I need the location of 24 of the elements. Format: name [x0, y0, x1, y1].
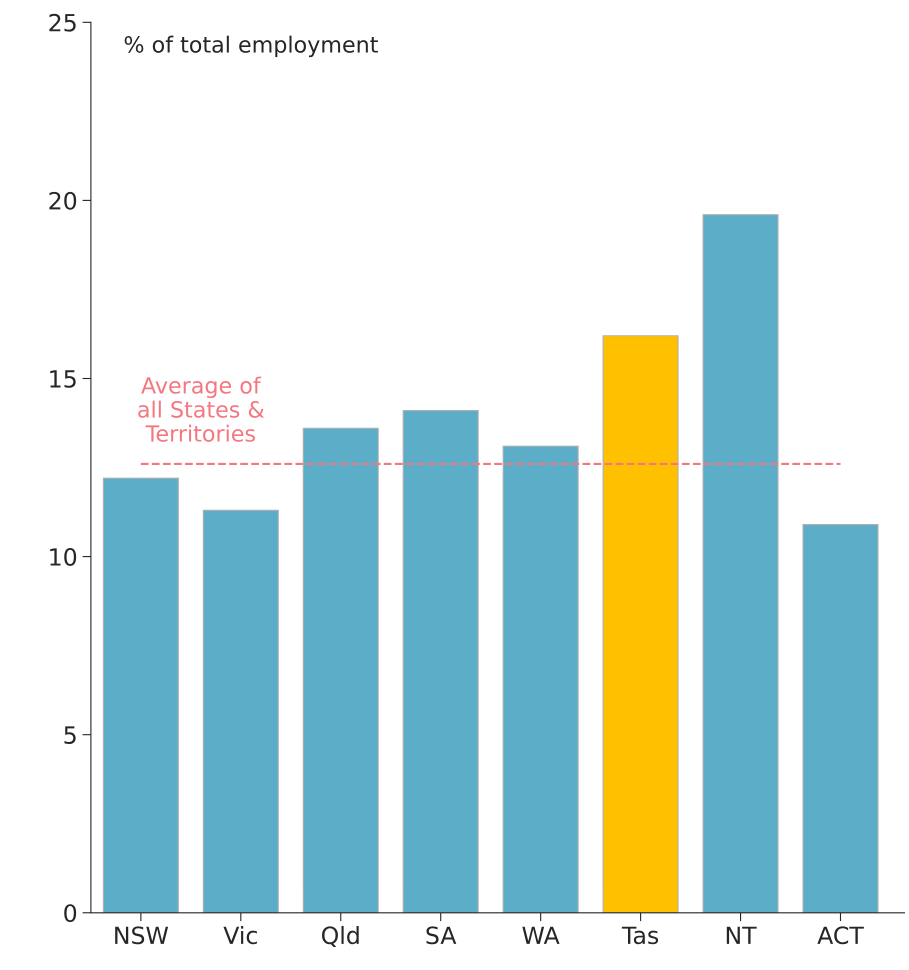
y-tick-label: 20	[49, 192, 76, 210]
bar	[702, 214, 779, 913]
bar	[802, 524, 879, 913]
y-tick-label: 5	[64, 726, 76, 744]
x-tick-label: Tas	[622, 926, 658, 944]
ref-line-label: Average of all States & Territories	[138, 376, 264, 442]
bar	[102, 478, 179, 913]
x-tick-label: WA	[522, 926, 560, 944]
bar	[202, 510, 279, 913]
x-tick-label: NSW	[115, 926, 168, 944]
bar	[502, 446, 579, 913]
y-tick-label: 0	[64, 904, 76, 922]
y-tick-label: 25	[49, 14, 76, 32]
y-axis-title: % of total employment	[124, 36, 378, 58]
bar	[302, 428, 379, 913]
x-tick-label: SA	[426, 926, 456, 944]
y-tick-label: 10	[50, 548, 76, 566]
x-tick-label: ACT	[817, 926, 864, 944]
x-tick-label: Qld	[322, 926, 359, 947]
bar	[402, 410, 479, 913]
bar	[602, 335, 679, 913]
x-tick-label: NT	[726, 926, 757, 944]
x-tick-label: Vic	[223, 926, 257, 944]
y-tick-label: 15	[50, 370, 76, 388]
